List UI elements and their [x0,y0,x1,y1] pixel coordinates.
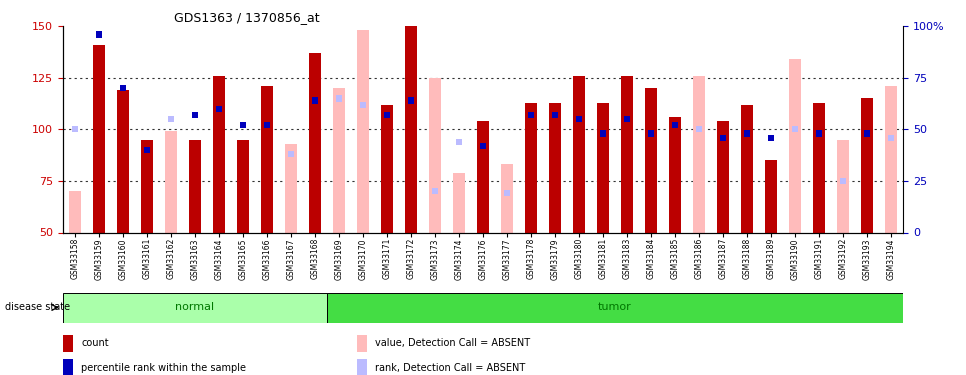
Bar [312,98,318,104]
Bar [261,86,273,232]
Text: value, Detection Call = ABSENT: value, Detection Call = ABSENT [376,338,530,348]
Bar [576,116,582,122]
Bar [408,98,414,104]
Bar [669,117,681,232]
Bar [838,140,849,232]
Text: rank, Detection Call = ABSENT: rank, Detection Call = ABSENT [376,363,526,373]
Bar [141,140,153,232]
Bar [528,112,534,118]
Bar [432,188,438,194]
Bar [768,135,774,141]
Bar [741,105,753,232]
Bar [552,112,558,118]
Bar [357,335,367,352]
Bar [600,130,606,136]
Bar [336,95,342,102]
Bar [384,112,390,118]
Bar [645,88,657,232]
Bar [215,106,222,112]
Bar [192,112,198,118]
Bar [120,85,126,91]
Bar [789,59,801,232]
Bar [285,144,297,232]
Text: count: count [81,338,109,348]
Bar [405,26,417,233]
Bar [189,140,201,232]
Text: percentile rank within the sample: percentile rank within the sample [81,363,246,373]
Bar [717,121,729,232]
Bar [480,143,486,149]
Bar [624,116,630,122]
Bar [63,292,327,322]
Bar [453,172,465,232]
Bar [264,122,270,128]
Bar [526,103,537,232]
Bar [504,190,510,196]
Bar [885,86,897,232]
Text: GDS1363 / 1370856_at: GDS1363 / 1370856_at [174,11,320,24]
Bar [327,292,903,322]
Bar [648,130,654,136]
Bar [840,178,846,184]
Bar [597,103,610,232]
Bar [621,76,633,232]
Text: tumor: tumor [598,303,632,312]
Bar [501,164,513,232]
Bar [549,103,561,232]
Bar [144,147,150,153]
Bar [672,122,678,128]
Bar [816,130,822,136]
Bar [696,126,702,132]
Bar [63,335,72,352]
Bar [165,132,177,232]
Bar [309,53,321,232]
Bar [96,32,101,38]
Bar [720,135,726,141]
Bar [237,140,249,232]
Bar [429,78,441,232]
Bar [63,359,72,375]
Bar [694,76,705,232]
Bar [477,121,489,232]
Bar [888,135,895,141]
Bar [69,191,81,232]
Bar [117,90,128,232]
Bar [357,30,369,232]
Text: disease state: disease state [5,303,70,312]
Bar [213,76,225,232]
Bar [865,130,870,136]
Bar [381,105,393,232]
Bar [357,359,367,375]
Text: normal: normal [175,303,214,312]
Bar [240,122,246,128]
Bar [765,160,778,232]
Bar [813,103,825,232]
Bar [744,130,751,136]
Bar [288,151,294,157]
Bar [792,126,798,132]
Bar [71,126,78,132]
Bar [168,116,174,122]
Bar [333,88,345,232]
Bar [573,76,585,232]
Bar [360,102,366,108]
Bar [93,45,104,232]
Bar [456,139,462,145]
Bar [862,99,873,232]
